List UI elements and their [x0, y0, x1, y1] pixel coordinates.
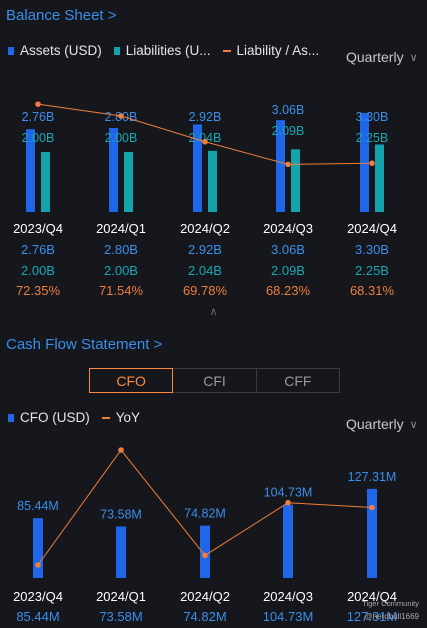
- assets-data-label: 2.92B: [189, 110, 222, 124]
- cfo-legend-label: CFO (USD): [20, 410, 90, 425]
- liabilities-bar: [375, 144, 384, 212]
- ratio-row-value: 69.78%: [183, 283, 228, 298]
- cash-flow-chart: 85.44M 2023/Q4 85.44M 73.58M 2024/Q1 73.58M 74…: [13, 447, 398, 624]
- yoy-point: [369, 504, 375, 511]
- quarter-tick-label: 2024/Q4: [347, 589, 397, 604]
- liabilities-bar: [41, 152, 50, 212]
- liabilities-row-value: 2.25B: [355, 263, 389, 278]
- balance-period-selector[interactable]: Quarterly ∨: [346, 49, 418, 65]
- cfo-period-selector[interactable]: Quarterly ∨: [346, 416, 418, 432]
- cfo-bar: [283, 504, 293, 578]
- liabilities-row-value: 2.00B: [104, 263, 138, 278]
- ratio-row-value: 68.31%: [350, 283, 395, 298]
- ratio-point: [118, 113, 124, 119]
- tab-cfi[interactable]: CFI: [173, 369, 257, 392]
- assets-data-label: 2.76B: [22, 110, 55, 124]
- cfo-data-label: 74.82M: [184, 507, 226, 521]
- cfo-legend-swatch: [8, 413, 14, 422]
- yoy-legend-label: YoY: [115, 410, 141, 425]
- quarter-tick-label: 2024/Q2: [180, 589, 230, 604]
- assets-row-value: 3.30B: [355, 242, 389, 257]
- quarter-tick-label: 2024/Q3: [263, 589, 313, 604]
- balance-sheet-chart: 2.76B 2.00B 2023/Q4 2.76B 2.00B 72.35% 2.80B 2.…: [13, 101, 397, 298]
- cfo-row-value: 127.31M: [347, 609, 398, 624]
- cfo-row-value: 74.82M: [183, 609, 226, 624]
- assets-row-value: 2.92B: [188, 242, 222, 257]
- quarter-tick-label: 2023/Q4: [13, 589, 63, 604]
- watermark-handle: @nerdbull1669: [364, 612, 419, 621]
- liabilities-bar: [291, 149, 300, 212]
- yoy-point: [35, 562, 41, 568]
- ratio-point: [202, 138, 208, 145]
- liabilities-data-label: 2.00B: [22, 131, 55, 145]
- quarter-tick-label: 2024/Q3: [263, 221, 313, 236]
- liabilities-legend-label: Liabilities (U...: [125, 43, 211, 58]
- ratio-legend-swatch: [222, 49, 231, 52]
- ratio-row-value: 71.54%: [99, 283, 144, 298]
- liabilities-bar: [124, 152, 133, 212]
- liabilities-row-value: 2.00B: [21, 263, 55, 278]
- liabilities-bar: [208, 150, 217, 212]
- liabilities-row-value: 2.04B: [188, 263, 222, 278]
- assets-row-value: 2.80B: [104, 242, 138, 257]
- ratio-point: [35, 101, 41, 107]
- liabilities-row-value: 2.09B: [271, 263, 305, 278]
- quarter-tick-label: 2023/Q4: [13, 221, 63, 236]
- liabilities-legend-swatch: [113, 46, 120, 55]
- yoy-point: [285, 499, 291, 506]
- ratio-legend-label: Liability / As...: [236, 43, 320, 58]
- balance-sheet-title[interactable]: Balance Sheet >: [6, 7, 117, 24]
- yoy-legend-swatch: [101, 416, 110, 419]
- ratio-row-value: 72.35%: [16, 283, 61, 298]
- assets-bar: [26, 129, 35, 212]
- chart-legend: Assets (USD) Liabilities (U... Liability…: [8, 43, 319, 58]
- liabilities-data-label: 2.00B: [105, 131, 138, 145]
- tab-cfo[interactable]: CFO: [89, 368, 174, 393]
- cfo-bar: [367, 488, 377, 578]
- quarter-tick-label: 2024/Q4: [347, 221, 397, 236]
- liabilities-data-label: 2.25B: [356, 131, 389, 145]
- cfo-data-label: 73.58M: [100, 507, 142, 521]
- assets-row-value: 2.76B: [21, 242, 55, 257]
- cfo-row-value: 104.73M: [263, 609, 314, 624]
- yoy-point: [118, 447, 124, 453]
- assets-data-label: 3.06B: [272, 103, 305, 117]
- watermark-line1: Tiger Community: [362, 599, 419, 608]
- ratio-point: [285, 161, 291, 168]
- assets-bar: [360, 113, 369, 212]
- chevron-down-icon: ∨: [409, 51, 418, 64]
- chevron-up-icon[interactable]: ∧: [209, 306, 218, 318]
- liabilities-data-label: 2.09B: [272, 124, 305, 138]
- cash-flow-tabs: CFO CFI CFF: [89, 368, 340, 393]
- assets-legend-swatch: [8, 46, 14, 55]
- cfo-bar: [200, 525, 210, 578]
- chevron-down-icon: ∨: [409, 418, 418, 431]
- cfo-bar: [116, 526, 126, 578]
- ratio-row-value: 68.23%: [266, 283, 311, 298]
- tab-cff[interactable]: CFF: [284, 372, 312, 389]
- cfo-data-label: 104.73M: [264, 486, 313, 500]
- cfo-bar: [33, 518, 43, 578]
- balance-period-label: Quarterly: [346, 49, 404, 65]
- quarter-tick-label: 2024/Q1: [96, 221, 146, 236]
- cash-flow-title[interactable]: Cash Flow Statement >: [6, 336, 163, 353]
- cfo-row-value: 85.44M: [16, 609, 59, 624]
- cfo-data-label: 85.44M: [17, 499, 59, 513]
- cfo-period-label: Quarterly: [346, 416, 404, 432]
- quarter-tick-label: 2024/Q1: [96, 589, 146, 604]
- ratio-point: [369, 160, 375, 167]
- assets-data-label: 3.30B: [356, 110, 389, 124]
- assets-bar: [109, 128, 118, 212]
- quarter-tick-label: 2024/Q2: [180, 221, 230, 236]
- cfo-row-value: 73.58M: [99, 609, 142, 624]
- yoy-point: [202, 552, 208, 559]
- cfo-data-label: 127.31M: [348, 470, 397, 484]
- assets-legend-label: Assets (USD): [20, 43, 102, 58]
- assets-bar: [276, 120, 285, 212]
- cfo-chart-legend: CFO (USD) YoY: [8, 410, 140, 425]
- assets-row-value: 3.06B: [271, 242, 305, 257]
- liabilities-data-label: 2.04B: [189, 131, 222, 145]
- assets-bar: [193, 124, 202, 212]
